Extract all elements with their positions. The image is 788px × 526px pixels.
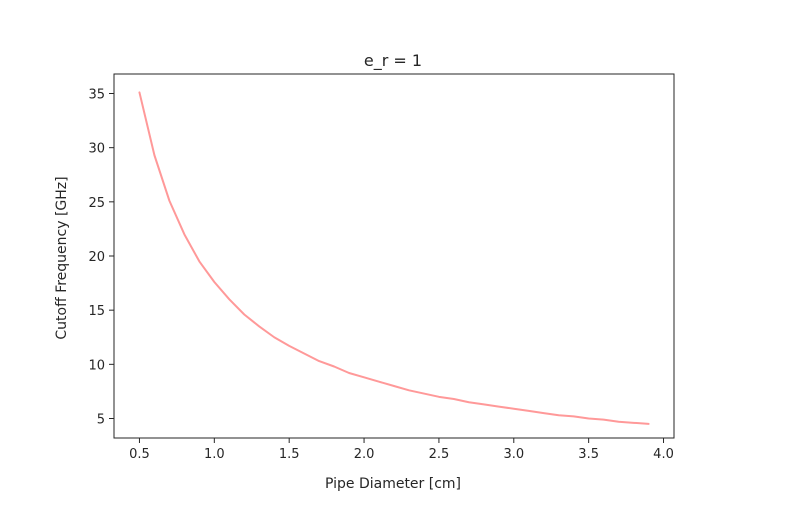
x-axis-label: Pipe Diameter [cm]: [325, 476, 461, 492]
x-tick-label: 1.5: [279, 447, 300, 462]
y-tick-label: 20: [88, 250, 105, 265]
axes-frame: [113, 73, 675, 439]
chart-title: e_r = 1: [364, 51, 422, 71]
plot-area: 0.5 1.0 1.5 2.0 2.5 3.0 3.5 4.0 5 10 15 20 25 30 35: [88, 73, 675, 462]
x-tick-label: 1.0: [204, 447, 225, 462]
y-tick-label: 15: [88, 304, 105, 319]
x-tick-label: 3.0: [503, 447, 524, 462]
x-tick-label: 0.5: [129, 447, 150, 462]
y-tick-label: 10: [88, 358, 105, 373]
x-tick-label: 3.5: [578, 447, 599, 462]
x-tick-label: 2.5: [429, 447, 450, 462]
x-tick-label: 4.0: [653, 447, 674, 462]
y-tick-label: 5: [97, 413, 105, 428]
y-tick-label: 25: [88, 196, 105, 211]
y-axis-label: Cutoff Frequency [GHz]: [54, 176, 70, 339]
x-tick-label: 2.0: [354, 447, 375, 462]
series-line-0: [138, 91, 650, 425]
y-tick-label: 35: [88, 88, 105, 103]
y-tick-label: 30: [88, 142, 105, 157]
